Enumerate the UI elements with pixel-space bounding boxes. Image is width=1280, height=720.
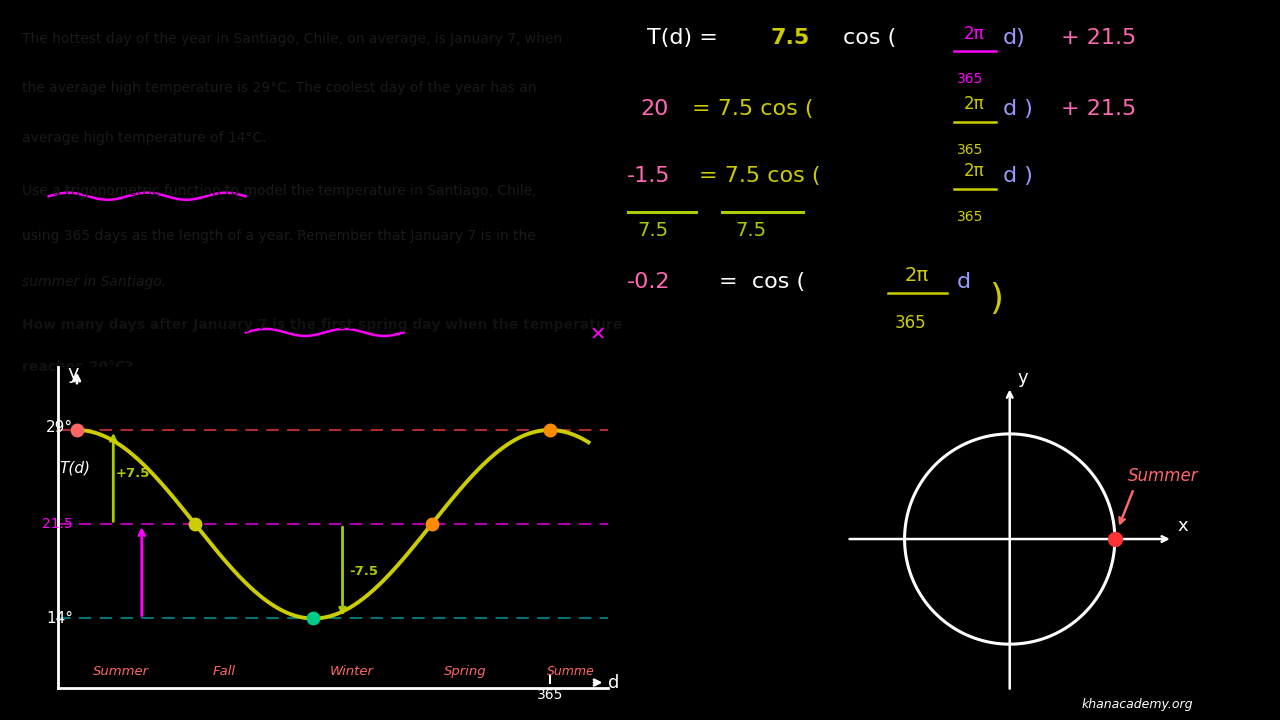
Text: + 21.5: + 21.5	[1061, 28, 1137, 48]
Text: d): d)	[1002, 28, 1025, 48]
Text: summer in Santiago.: summer in Santiago.	[22, 275, 166, 289]
Text: the average high temperature is 29°C. The coolest day of the year has an: the average high temperature is 29°C. Th…	[22, 81, 536, 95]
Text: cos (: cos (	[842, 28, 896, 48]
Text: -0.2: -0.2	[627, 271, 671, 292]
Text: average high temperature of 14°C.: average high temperature of 14°C.	[22, 130, 266, 145]
Text: 7.5: 7.5	[771, 28, 810, 48]
Text: 2π: 2π	[964, 24, 984, 42]
Text: khanacademy.org: khanacademy.org	[1082, 698, 1193, 711]
Text: -1.5: -1.5	[627, 166, 671, 186]
Text: 29°: 29°	[46, 420, 73, 435]
Text: How many days after January 7 is the first spring day when the temperature: How many days after January 7 is the fir…	[22, 318, 622, 332]
Text: using 365 days as the length of a year. Remember that January 7 is in the: using 365 days as the length of a year. …	[22, 230, 535, 243]
Text: 2π: 2π	[964, 95, 984, 113]
Text: 7.5: 7.5	[637, 220, 668, 240]
Text: reaches 20°C?: reaches 20°C?	[22, 360, 133, 374]
Text: Use a trigonometric function to model the temperature in Santiago, Chile,: Use a trigonometric function to model th…	[22, 184, 536, 197]
Text: Winter: Winter	[329, 665, 374, 678]
Text: 365: 365	[957, 143, 983, 157]
Text: d ): d )	[1002, 166, 1033, 186]
Text: -7.5: -7.5	[349, 564, 378, 577]
Text: ✕: ✕	[589, 325, 605, 344]
Text: x: x	[1178, 517, 1189, 535]
Text: d ): d )	[1002, 99, 1033, 119]
Text: Summer: Summer	[1128, 467, 1198, 485]
Text: T(d): T(d)	[59, 460, 90, 475]
Text: +7.5: +7.5	[116, 467, 150, 480]
Text: 365: 365	[957, 210, 983, 224]
Text: 14°: 14°	[46, 611, 73, 626]
Text: d: d	[957, 271, 972, 292]
Text: Summer: Summer	[92, 665, 148, 678]
Text: Spring: Spring	[444, 665, 486, 678]
Text: 365: 365	[957, 73, 983, 86]
Text: = 7.5 cos (: = 7.5 cos (	[692, 99, 814, 119]
Text: d: d	[608, 674, 620, 692]
Text: ): )	[989, 282, 1004, 316]
Text: 365: 365	[895, 314, 927, 332]
Text: y: y	[68, 364, 79, 383]
Text: + 21.5: + 21.5	[1061, 99, 1137, 119]
Text: 21.5: 21.5	[42, 517, 73, 531]
Text: 2π: 2π	[905, 266, 929, 285]
Text: y: y	[1018, 369, 1028, 387]
Text: 365: 365	[536, 688, 563, 701]
Text: Summe: Summe	[547, 665, 595, 678]
Text: =  cos (: = cos (	[718, 271, 805, 292]
Text: The hottest day of the year in Santiago, Chile, on average, is January 7, when: The hottest day of the year in Santiago,…	[22, 32, 562, 46]
Text: 7.5: 7.5	[735, 220, 765, 240]
Text: 20: 20	[640, 99, 668, 119]
Text: Fall: Fall	[212, 665, 236, 678]
Text: T(d) =: T(d) =	[646, 28, 718, 48]
Text: = 7.5 cos (: = 7.5 cos (	[699, 166, 820, 186]
Text: 2π: 2π	[964, 163, 984, 180]
